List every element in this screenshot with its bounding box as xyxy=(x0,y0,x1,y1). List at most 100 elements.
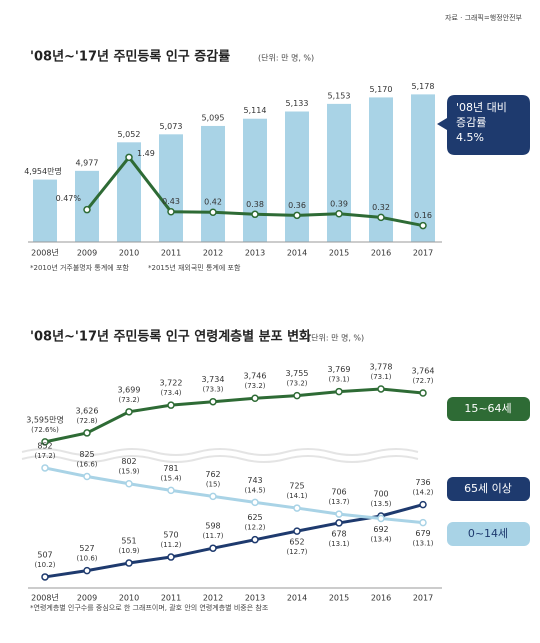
value-label: 678 xyxy=(331,529,346,538)
series-line xyxy=(44,466,424,525)
x-tick-label: 2015 xyxy=(329,249,349,258)
value-label: 3,699 xyxy=(118,385,141,394)
rate-label: 0.32 xyxy=(372,203,390,212)
callout-text: 4.5% xyxy=(456,131,484,144)
value-label: 3,722 xyxy=(160,379,183,388)
unit-note: (단위: 만 명, %) xyxy=(258,53,314,63)
value-label: 743 xyxy=(247,476,262,485)
x-tick-label: 2010 xyxy=(119,594,139,603)
series-point xyxy=(335,387,343,396)
share-label: (73.2) xyxy=(286,380,307,388)
share-label: (10.2) xyxy=(34,561,55,569)
share-label: (15.4) xyxy=(160,474,181,482)
bar-label: 5,114 xyxy=(244,106,267,115)
rate-label: 0.38 xyxy=(246,200,264,209)
share-label: (13.7) xyxy=(328,498,349,506)
value-label: 3,595만명 xyxy=(26,414,64,424)
bar xyxy=(243,118,267,242)
series-point xyxy=(167,486,175,495)
share-label: (14.1) xyxy=(286,492,307,500)
bar-label: 4,954만명 xyxy=(24,166,62,176)
x-tick-label: 2011 xyxy=(161,594,181,603)
value-label: 652 xyxy=(289,538,304,547)
value-label: 570 xyxy=(163,531,178,540)
x-tick-label: 2009 xyxy=(77,594,97,603)
x-tick-label: 2014 xyxy=(287,249,307,258)
series-point xyxy=(209,492,217,501)
rate-label: 1.49 xyxy=(137,149,155,158)
x-tick-label: 2017 xyxy=(413,594,433,603)
value-label: 527 xyxy=(79,544,94,553)
legend-box xyxy=(447,477,530,501)
rate-point xyxy=(335,210,343,218)
value-label: 3,778 xyxy=(370,362,393,371)
rate-label: 0.16 xyxy=(414,211,432,220)
share-label: (13.5) xyxy=(370,500,391,508)
series-point xyxy=(125,479,133,488)
value-label: 700 xyxy=(373,489,388,498)
x-tick-label: 2015 xyxy=(329,594,349,603)
legend-box xyxy=(447,522,530,546)
series-point xyxy=(377,514,385,523)
value-label: 3,626 xyxy=(76,406,99,415)
series-point xyxy=(167,401,175,409)
unit-note: (단위: 만 명, %) xyxy=(308,333,364,343)
series-point xyxy=(41,438,49,446)
value-label: 3,764 xyxy=(412,367,435,376)
series-point xyxy=(293,504,301,512)
legend-box xyxy=(447,397,530,421)
callout-text: '08년 대비 xyxy=(456,101,507,114)
bar xyxy=(159,134,183,242)
x-tick-label: 2017 xyxy=(413,249,433,258)
value-label: 692 xyxy=(373,525,388,534)
share-label: (13.1) xyxy=(412,540,433,548)
share-label: (14.2) xyxy=(412,489,433,497)
series-point xyxy=(83,566,91,575)
series-point xyxy=(419,389,427,397)
bar-label: 5,133 xyxy=(286,99,309,108)
rate-point xyxy=(209,208,217,216)
x-tick-label: 2010 xyxy=(119,249,139,258)
x-tick-label: 2008년 xyxy=(31,248,59,258)
share-label: (13.4) xyxy=(370,535,391,543)
share-label: (73.2) xyxy=(244,382,265,390)
x-tick-label: 2016 xyxy=(371,249,391,258)
bar-label: 5,095 xyxy=(202,113,225,122)
x-tick-label: 2012 xyxy=(203,249,223,258)
value-label: 625 xyxy=(247,513,262,522)
series-line xyxy=(44,387,424,444)
share-label: (13.1) xyxy=(328,540,349,548)
series-point xyxy=(335,519,343,527)
rate-point xyxy=(293,211,301,220)
value-label: 598 xyxy=(205,522,220,531)
series-point xyxy=(293,527,301,535)
series-point xyxy=(209,397,217,406)
share-label: (72.6%) xyxy=(31,426,59,434)
axis-break xyxy=(21,455,419,463)
value-label: 551 xyxy=(121,537,136,546)
share-label: (16.6) xyxy=(76,460,97,468)
series-point xyxy=(167,553,175,561)
series-point xyxy=(209,544,217,552)
source: 자료 · 그래픽=행정안전부 xyxy=(445,13,523,22)
footnote: *연령계층별 인구수를 중심으로 한 그래프이며, 괄호 안의 연령계층별 비중… xyxy=(30,603,269,612)
value-label: 679 xyxy=(415,529,430,538)
share-label: (72.7) xyxy=(412,377,433,385)
bar-label: 5,073 xyxy=(160,122,183,131)
x-tick-label: 2014 xyxy=(287,594,307,603)
share-label: (14.5) xyxy=(244,486,265,494)
share-label: (12.7) xyxy=(286,548,307,556)
rate-label: 0.43 xyxy=(162,197,180,206)
share-label: (12.2) xyxy=(244,524,265,532)
bar xyxy=(33,179,57,242)
x-tick-label: 2013 xyxy=(245,249,265,258)
series-line xyxy=(44,503,424,579)
rate-label: 0.47% xyxy=(56,194,82,203)
bar-label: 5,153 xyxy=(328,91,351,100)
series-point xyxy=(251,535,259,544)
bar xyxy=(285,111,309,243)
chart-title: '08년~'17년 주민등록 인구 증감률 xyxy=(30,49,230,65)
legend-label: 15~64세 xyxy=(464,402,511,415)
share-label: (73.1) xyxy=(328,376,349,384)
